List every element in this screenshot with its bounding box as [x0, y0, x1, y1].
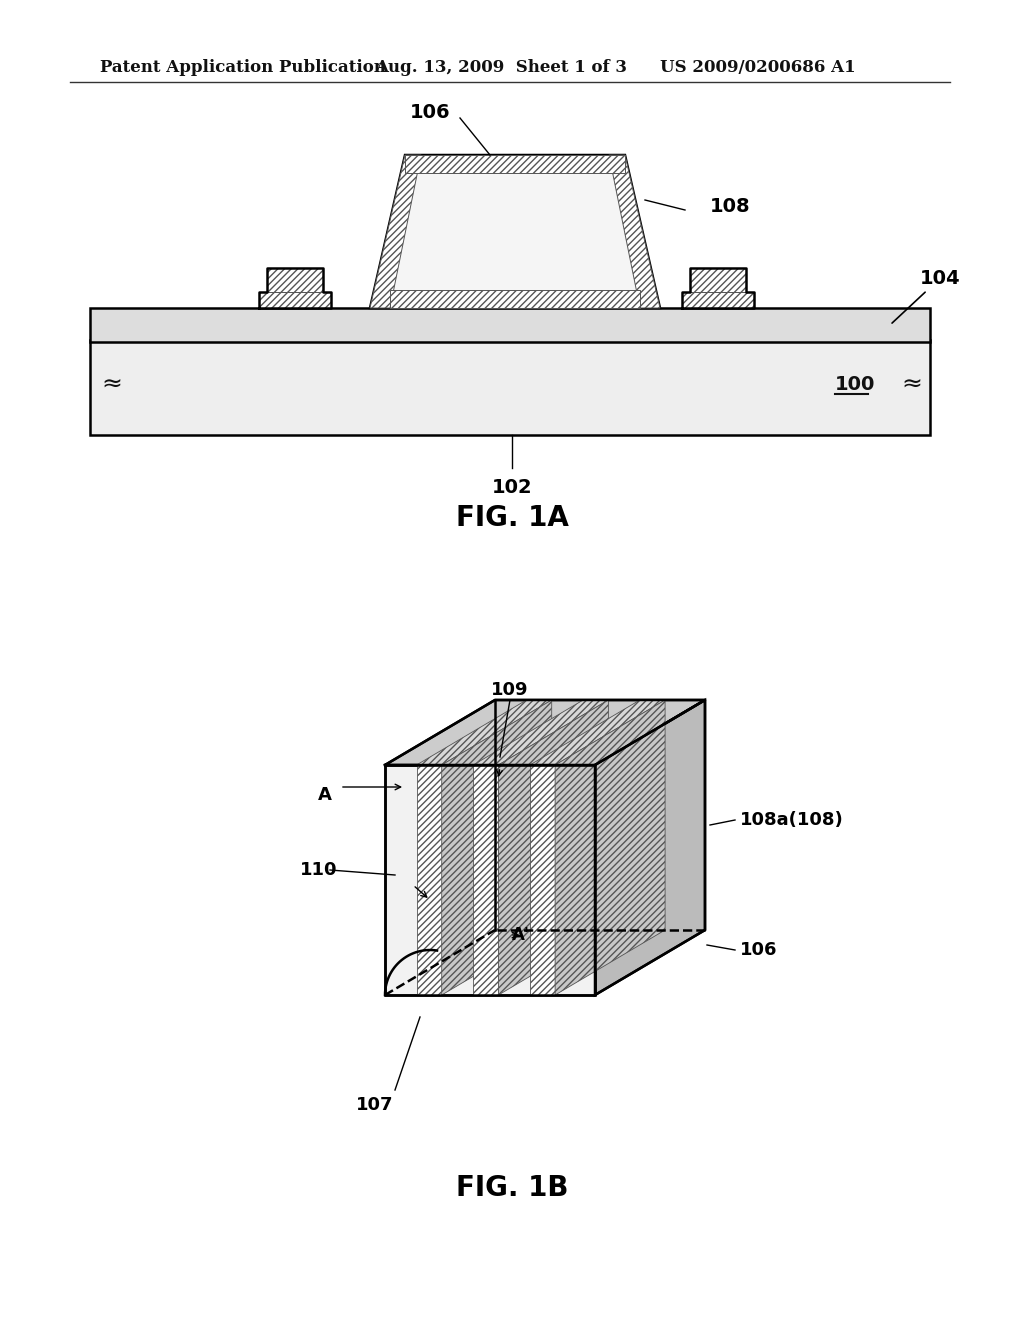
Text: A': A' [512, 927, 530, 944]
Text: 100: 100 [835, 375, 876, 395]
Text: US 2009/0200686 A1: US 2009/0200686 A1 [660, 59, 856, 77]
Text: Aug. 13, 2009  Sheet 1 of 3: Aug. 13, 2009 Sheet 1 of 3 [375, 59, 627, 77]
Text: ≈: ≈ [101, 374, 123, 397]
Polygon shape [370, 154, 421, 308]
Text: Patent Application Publication: Patent Application Publication [100, 59, 386, 77]
Polygon shape [370, 154, 660, 308]
Text: A: A [318, 785, 332, 804]
Text: 107: 107 [356, 1096, 394, 1114]
Polygon shape [690, 268, 746, 292]
Polygon shape [406, 154, 625, 173]
Text: 110: 110 [300, 861, 338, 879]
Polygon shape [90, 308, 930, 342]
Polygon shape [473, 700, 608, 766]
Text: 108: 108 [710, 198, 751, 216]
Text: 108a(108): 108a(108) [740, 810, 844, 829]
Polygon shape [529, 766, 555, 995]
Polygon shape [259, 292, 331, 308]
Text: FIG. 1A: FIG. 1A [456, 504, 568, 532]
Polygon shape [609, 154, 660, 308]
Polygon shape [441, 700, 552, 995]
Text: ≈: ≈ [901, 374, 923, 397]
Polygon shape [390, 290, 640, 308]
Text: 104: 104 [892, 268, 961, 323]
Polygon shape [385, 766, 595, 995]
Text: 106: 106 [410, 103, 451, 123]
Text: 102: 102 [492, 478, 532, 498]
Polygon shape [682, 292, 754, 308]
Text: 109: 109 [492, 681, 528, 700]
Polygon shape [417, 766, 441, 995]
Text: FIG. 1B: FIG. 1B [456, 1173, 568, 1203]
Polygon shape [90, 341, 930, 436]
Polygon shape [267, 268, 323, 292]
Polygon shape [473, 766, 499, 995]
Polygon shape [417, 700, 552, 766]
Polygon shape [555, 700, 666, 995]
Polygon shape [529, 700, 666, 766]
Polygon shape [385, 700, 705, 766]
Polygon shape [595, 700, 705, 995]
Polygon shape [499, 700, 608, 995]
Text: 106: 106 [740, 941, 777, 960]
